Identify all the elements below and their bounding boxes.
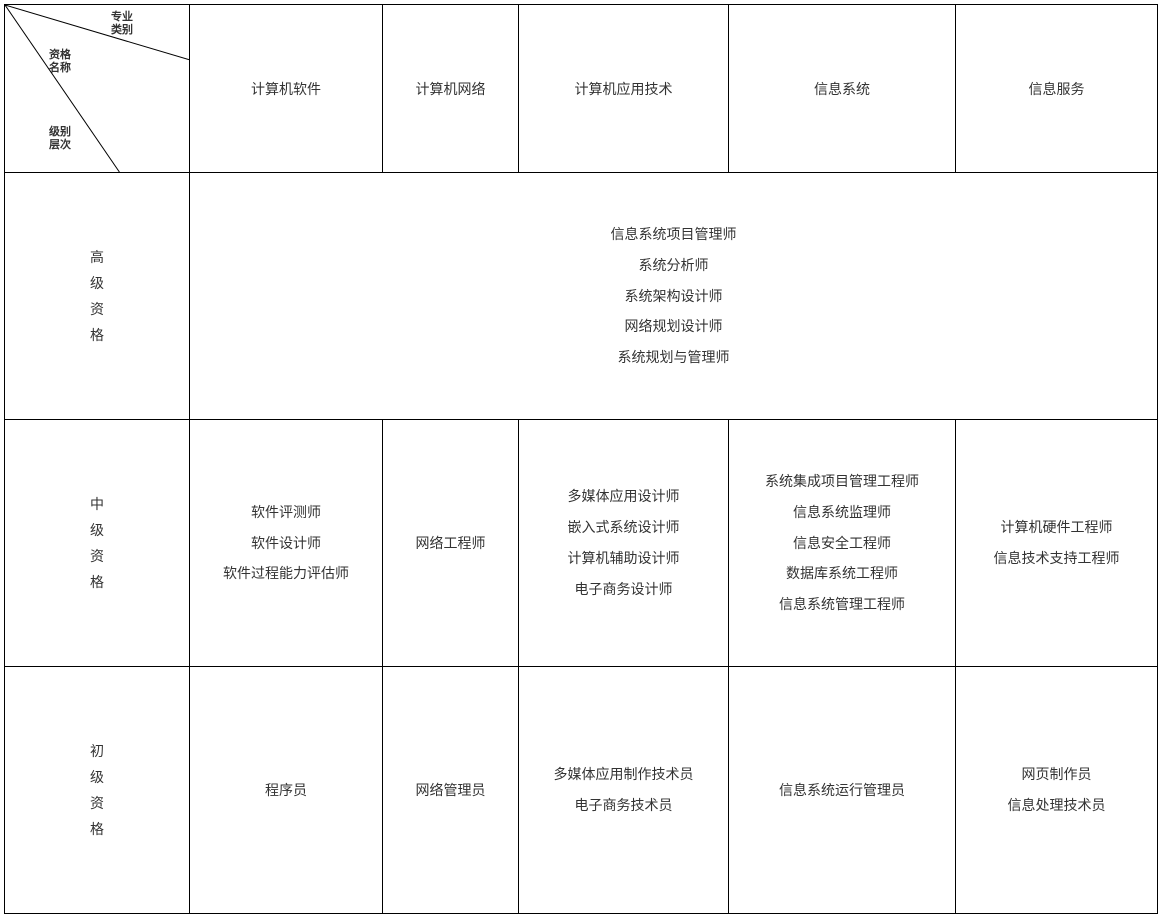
- row-header-cell: 中级资格: [5, 420, 190, 667]
- row-header-char: 高: [90, 250, 104, 264]
- col-header-apptech: 计算机应用技术: [519, 5, 729, 173]
- row-header-cell: 初级资格: [5, 667, 190, 914]
- diag-label-qualname: 资格名称: [49, 49, 71, 75]
- row-header-char: 级: [90, 770, 104, 784]
- row-header-char: 级: [90, 276, 104, 290]
- row-header-char: 资: [90, 302, 104, 316]
- table-cell: 系统集成项目管理工程师信息系统监理师信息安全工程师数据库系统工程师信息系统管理工…: [729, 420, 956, 667]
- cell-line: 系统规划与管理师: [618, 349, 730, 366]
- cell-line: 网络工程师: [416, 535, 486, 552]
- table-cell: 程序员: [190, 667, 383, 914]
- cell-line: 计算机硬件工程师: [1001, 519, 1113, 536]
- table-row: 中级资格软件评测师软件设计师软件过程能力评估师网络工程师多媒体应用设计师嵌入式系…: [5, 420, 1158, 667]
- row-header-label: 中级资格: [9, 424, 185, 662]
- cell-line: 系统架构设计师: [625, 288, 723, 305]
- diagonal-lines: [5, 5, 189, 172]
- row-header-char: 级: [90, 523, 104, 537]
- table-body: 高级资格信息系统项目管理师系统分析师系统架构设计师网络规划设计师系统规划与管理师…: [5, 173, 1158, 914]
- diag-label-level: 级别层次: [49, 126, 71, 152]
- row-header-char: 格: [90, 822, 104, 836]
- cell-content: 软件评测师软件设计师软件过程能力评估师: [194, 424, 378, 662]
- row-header-char: 格: [90, 328, 104, 342]
- col-header-software: 计算机软件: [190, 5, 383, 173]
- row-header-cell: 高级资格: [5, 173, 190, 420]
- row-header-char: 初: [90, 744, 104, 758]
- cell-line: 信息系统监理师: [793, 504, 891, 521]
- table-cell: 网页制作员信息处理技术员: [956, 667, 1158, 914]
- table-cell: 计算机硬件工程师信息技术支持工程师: [956, 420, 1158, 667]
- cell-line: 信息系统运行管理员: [779, 782, 905, 799]
- row-header-char: 资: [90, 796, 104, 810]
- cell-line: 软件设计师: [251, 535, 321, 552]
- cell-content: 信息系统运行管理员: [733, 671, 951, 909]
- cell-line: 数据库系统工程师: [786, 565, 898, 582]
- table-cell: 信息系统运行管理员: [729, 667, 956, 914]
- cell-line: 网络管理员: [416, 782, 486, 799]
- cell-line: 电子商务设计师: [575, 581, 673, 598]
- cell-line: 软件过程能力评估师: [223, 565, 349, 582]
- row-header-label: 初级资格: [9, 671, 185, 909]
- cell-line: 系统分析师: [639, 257, 709, 274]
- row-header-char: 格: [90, 575, 104, 589]
- cell-line: 信息技术支持工程师: [994, 550, 1120, 567]
- table-cell: 软件评测师软件设计师软件过程能力评估师: [190, 420, 383, 667]
- cell-line: 系统集成项目管理工程师: [765, 473, 919, 490]
- table-cell: 网络工程师: [383, 420, 519, 667]
- row-header-char: 资: [90, 549, 104, 563]
- cell-line: 网页制作员: [1022, 766, 1092, 783]
- row-header-label: 高级资格: [9, 177, 185, 415]
- table-cell: 网络管理员: [383, 667, 519, 914]
- diagonal-header-cell: 专业类别 资格名称 级别层次: [5, 5, 190, 173]
- row-header-char: 中: [90, 497, 104, 511]
- cell-line: 程序员: [265, 782, 307, 799]
- cell-line: 嵌入式系统设计师: [568, 519, 680, 536]
- table-cell: 多媒体应用设计师嵌入式系统设计师计算机辅助设计师电子商务设计师: [519, 420, 729, 667]
- cell-content: 网页制作员信息处理技术员: [960, 671, 1153, 909]
- cell-content: 网络工程师: [387, 424, 514, 662]
- col-header-infoservice: 信息服务: [956, 5, 1158, 173]
- cell-line: 信息系统项目管理师: [611, 226, 737, 243]
- table-header: 专业类别 资格名称 级别层次 计算机软件 计算机网络 计算机应用技术 信息系统 …: [5, 5, 1158, 173]
- qualification-table: 专业类别 资格名称 级别层次 计算机软件 计算机网络 计算机应用技术 信息系统 …: [4, 4, 1158, 914]
- cell-line: 多媒体应用制作技术员: [554, 766, 694, 783]
- cell-line: 多媒体应用设计师: [568, 488, 680, 505]
- cell-line: 电子商务技术员: [575, 797, 673, 814]
- table-cell: 多媒体应用制作技术员电子商务技术员: [519, 667, 729, 914]
- table-header-row: 专业类别 资格名称 级别层次 计算机软件 计算机网络 计算机应用技术 信息系统 …: [5, 5, 1158, 173]
- cell-content: 系统集成项目管理工程师信息系统监理师信息安全工程师数据库系统工程师信息系统管理工…: [733, 424, 951, 662]
- col-header-network: 计算机网络: [383, 5, 519, 173]
- cell-content: 信息系统项目管理师系统分析师系统架构设计师网络规划设计师系统规划与管理师: [194, 177, 1153, 415]
- table-row: 高级资格信息系统项目管理师系统分析师系统架构设计师网络规划设计师系统规划与管理师: [5, 173, 1158, 420]
- cell-line: 信息处理技术员: [1008, 797, 1106, 814]
- table-row: 初级资格 程序员 网络管理员 多媒体应用制作技术员电子商务技术员 信息系统运行管理员 网页…: [5, 667, 1158, 914]
- cell-line: 计算机辅助设计师: [568, 550, 680, 567]
- table-cell: 信息系统项目管理师系统分析师系统架构设计师网络规划设计师系统规划与管理师: [190, 173, 1158, 420]
- cell-line: 信息安全工程师: [793, 535, 891, 552]
- cell-line: 软件评测师: [251, 504, 321, 521]
- diag-label-category: 专业类别: [111, 11, 133, 37]
- cell-line: 信息系统管理工程师: [779, 596, 905, 613]
- col-header-infosys: 信息系统: [729, 5, 956, 173]
- cell-content: 多媒体应用设计师嵌入式系统设计师计算机辅助设计师电子商务设计师: [523, 424, 724, 662]
- cell-line: 网络规划设计师: [625, 318, 723, 335]
- cell-content: 多媒体应用制作技术员电子商务技术员: [523, 671, 724, 909]
- cell-content: 计算机硬件工程师信息技术支持工程师: [960, 424, 1153, 662]
- cell-content: 网络管理员: [387, 671, 514, 909]
- cell-content: 程序员: [194, 671, 378, 909]
